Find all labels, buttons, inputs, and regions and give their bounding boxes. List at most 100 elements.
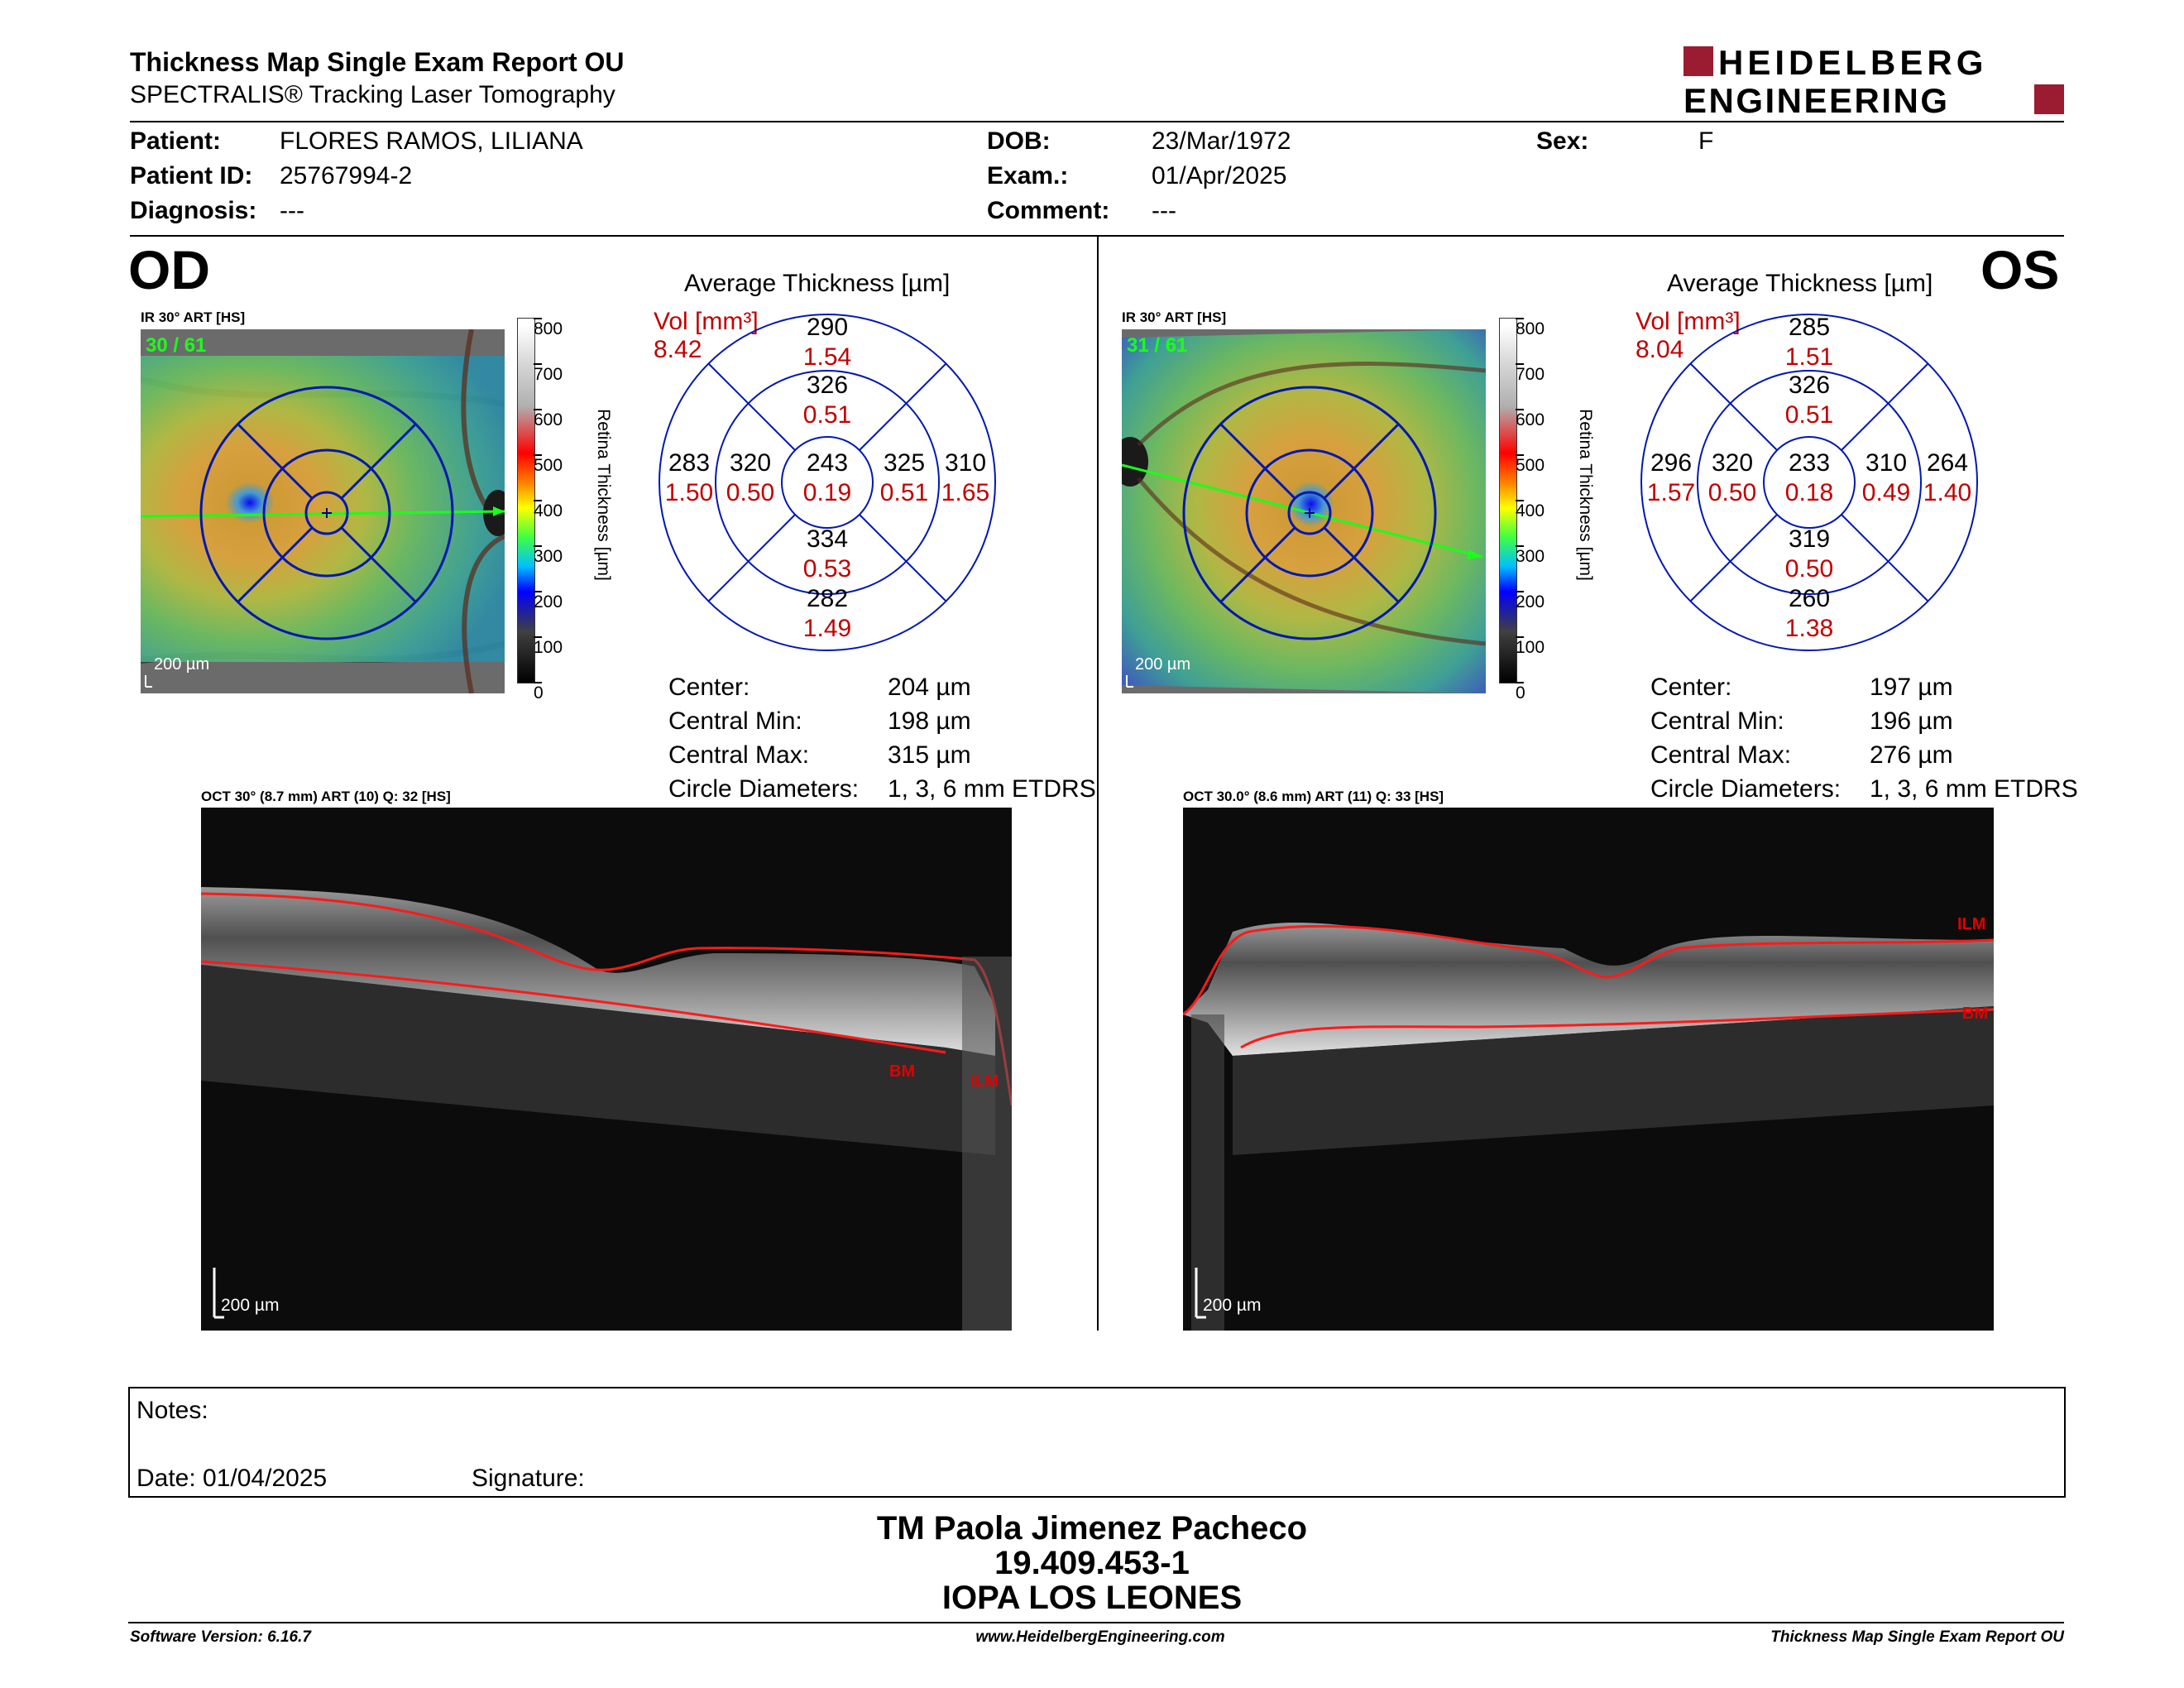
os-vol-total: 8.04 bbox=[1636, 336, 1684, 363]
exam-label: Exam.: bbox=[987, 162, 1069, 189]
os-max-label: Central Max: bbox=[1650, 741, 1792, 769]
od-ir-label: IR 30° ART [HS] bbox=[141, 309, 246, 325]
scale-tick-200: 200 bbox=[534, 592, 563, 611]
os-outer-temporal: 264 1.40 bbox=[1923, 449, 1972, 506]
report-subtitle: SPECTRALIS® Tracking Laser Tomography bbox=[130, 81, 615, 108]
dob-label: DOB: bbox=[987, 127, 1051, 155]
os-center: 233 0.18 bbox=[1784, 449, 1834, 506]
od-diam-value: 1, 3, 6 mm ETDRS bbox=[888, 775, 1096, 803]
od-eye-label: OD bbox=[128, 239, 210, 300]
os-inner-superior: 326 0.51 bbox=[1784, 372, 1834, 429]
diagnosis-value: --- bbox=[280, 197, 304, 224]
footer-website[interactable]: www.HeidelbergEngineering.com bbox=[975, 1628, 1225, 1646]
os-ir-label: IR 30° ART [HS] bbox=[1122, 309, 1227, 325]
od-oct-scalebar: 200 µm bbox=[221, 1296, 280, 1315]
od-inner-inferior: 334 0.53 bbox=[802, 525, 852, 583]
heidelberg-logo: HEIDELBERG ENGINEERING bbox=[1684, 43, 2064, 120]
od-inner-nasal: 325 0.51 bbox=[879, 449, 929, 506]
os-diam-value: 1, 3, 6 mm ETDRS bbox=[1870, 775, 2078, 803]
scale-tick-500: 500 bbox=[534, 456, 563, 475]
scale-tick-400: 400 bbox=[534, 501, 563, 520]
os-bm-label: BM bbox=[1962, 1005, 1989, 1023]
os-outer-superior: 285 1.51 bbox=[1784, 314, 1834, 371]
footer-divider bbox=[128, 1622, 2064, 1623]
dob-value: 23/Mar/1972 bbox=[1152, 127, 1291, 155]
od-thickness-map: 30 / 61 200 µm bbox=[141, 329, 505, 693]
od-center-label: Center: bbox=[668, 674, 750, 701]
od-diam-label: Circle Diameters: bbox=[668, 775, 860, 803]
scale-tick-0: 0 bbox=[534, 683, 544, 703]
od-vol-label: Vol [mm³] bbox=[654, 308, 759, 335]
od-inner-temporal: 320 0.50 bbox=[726, 449, 775, 506]
notes-box[interactable]: Notes: Date: 01/04/2025 Signature: bbox=[128, 1387, 2066, 1498]
patient-id-label: Patient ID: bbox=[130, 162, 253, 189]
patient-label: Patient: bbox=[130, 127, 222, 155]
od-max-label: Central Max: bbox=[668, 741, 810, 769]
os-max-value: 276 µm bbox=[1870, 741, 1953, 769]
od-ir-quality: 30 / 61 bbox=[146, 334, 207, 357]
brand-line2: ENGINEERING bbox=[1684, 81, 1950, 119]
os-inner-inferior: 319 0.50 bbox=[1784, 525, 1834, 583]
signer-institution: IOPA LOS LEONES bbox=[941, 1580, 1243, 1616]
od-center-value: 204 µm bbox=[888, 674, 971, 701]
sex-label: Sex: bbox=[1536, 127, 1589, 155]
scale-tick-700: 700 bbox=[534, 365, 563, 384]
os-center-label: Center: bbox=[1650, 674, 1732, 701]
os-scale-title: Retina Thickness [µm] bbox=[1576, 409, 1595, 581]
od-ir-scalebar: 200 µm bbox=[154, 655, 210, 674]
os-avg-title: Average Thickness [µm] bbox=[1667, 270, 1933, 297]
os-min-value: 196 µm bbox=[1870, 707, 1953, 735]
os-oct-label: OCT 30.0° (8.6 mm) ART (11) Q: 33 [HS] bbox=[1183, 789, 1444, 804]
os-diam-label: Circle Diameters: bbox=[1650, 775, 1842, 803]
od-max-value: 315 µm bbox=[888, 741, 971, 769]
brand-line1: HEIDELBERG bbox=[1718, 43, 1987, 82]
os-ir-scalebar: 200 µm bbox=[1135, 655, 1191, 674]
sex-value: F bbox=[1698, 127, 1714, 155]
patient-divider bbox=[130, 235, 2064, 237]
od-scale-labels: 800 700 600 500 400 300 200 100 0 bbox=[534, 306, 563, 716]
od-etdrs-grid: 290 1.54 326 0.51 243 0.19 334 0.53 282 1.49 … bbox=[658, 313, 997, 652]
signature-block: TM Paola Jimenez Pacheco 19.409.453-1 IO… bbox=[745, 1511, 1439, 1615]
od-outer-inferior: 282 1.49 bbox=[802, 585, 852, 642]
od-ilm-label: ILM bbox=[970, 1072, 999, 1091]
scale-tick-300: 300 bbox=[534, 547, 563, 566]
notes-label: Notes: bbox=[136, 1397, 208, 1424]
od-stats-values: 204 µm 198 µm 315 µm 1, 3, 6 mm ETDRS bbox=[888, 670, 1096, 806]
footer-software: Software Version: 6.16.7 bbox=[130, 1628, 311, 1646]
patient-name: FLORES RAMOS, LILIANA bbox=[280, 127, 583, 155]
footer-report: Thickness Map Single Exam Report OU bbox=[1770, 1628, 2064, 1646]
scale-tick-400: 400 bbox=[1516, 501, 1545, 520]
scale-tick-100: 100 bbox=[1516, 638, 1545, 657]
od-outer-superior: 290 1.54 bbox=[802, 314, 852, 371]
os-eye-label: OS bbox=[1980, 239, 2060, 300]
comment-label: Comment: bbox=[987, 197, 1110, 224]
os-stats-labels: Center: Central Min: Central Max: Circle… bbox=[1650, 670, 1841, 806]
os-oct-scan: ILM BM 200 µm bbox=[1183, 808, 1994, 1331]
scale-tick-600: 600 bbox=[534, 410, 563, 429]
os-stats-values: 197 µm 196 µm 276 µm 1, 3, 6 mm ETDRS bbox=[1870, 670, 2078, 806]
os-min-label: Central Min: bbox=[1650, 707, 1784, 735]
notes-date: Date: 01/04/2025 bbox=[136, 1465, 328, 1492]
comment-value: --- bbox=[1152, 197, 1176, 224]
scale-tick-300: 300 bbox=[1516, 547, 1545, 566]
od-min-value: 198 µm bbox=[888, 707, 971, 735]
scale-tick-800: 800 bbox=[1516, 319, 1545, 338]
od-oct-scan: BM ILM 200 µm bbox=[201, 808, 1012, 1331]
scale-tick-800: 800 bbox=[534, 319, 563, 338]
scale-tick-0: 0 bbox=[1516, 683, 1525, 703]
od-min-label: Central Min: bbox=[668, 707, 802, 735]
report-title: Thickness Map Single Exam Report OU bbox=[130, 47, 625, 77]
diagnosis-label: Diagnosis: bbox=[130, 197, 257, 224]
os-inner-temporal: 310 0.49 bbox=[1861, 449, 1911, 506]
signature-label: Signature: bbox=[472, 1465, 585, 1492]
os-vol-label: Vol [mm³] bbox=[1636, 308, 1741, 335]
signer-rut: 19.409.453-1 bbox=[994, 1545, 1190, 1581]
os-etdrs-grid: 285 1.51 326 0.51 233 0.18 319 0.50 260 1.38 … bbox=[1640, 313, 1979, 652]
header-divider bbox=[130, 121, 2064, 122]
os-ilm-label: ILM bbox=[1957, 915, 1986, 933]
od-outer-nasal: 310 1.65 bbox=[941, 449, 990, 506]
os-ir-quality: 31 / 61 bbox=[1127, 334, 1188, 357]
od-bm-label: BM bbox=[889, 1062, 916, 1081]
scale-tick-700: 700 bbox=[1516, 365, 1545, 384]
scale-tick-100: 100 bbox=[534, 638, 563, 657]
